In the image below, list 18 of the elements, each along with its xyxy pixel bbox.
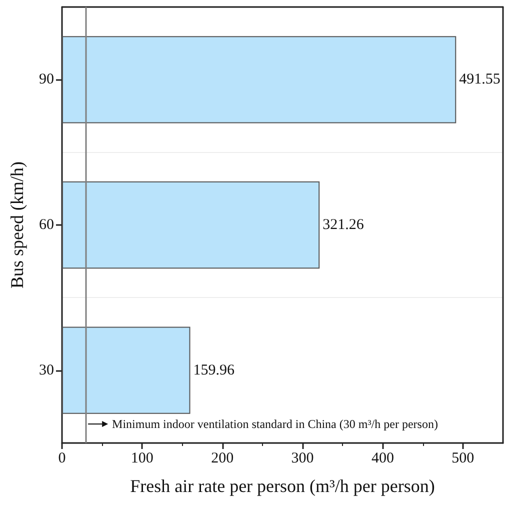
x-tick-label: 200 [211, 450, 234, 466]
x-tick-label: 300 [291, 450, 314, 466]
bar [62, 36, 456, 124]
data-label: 321.26 [322, 217, 364, 233]
y-axis-title: Bus speed (km/h) [7, 162, 27, 288]
x-tick-label: 400 [371, 450, 394, 466]
ref-line-label: Minimum indoor ventilation standard in China (30 m³/h per person) [112, 417, 438, 431]
x-axis-title: Fresh air rate per person (m³/h per person) [130, 476, 435, 496]
x-tick-label: 0 [58, 450, 66, 466]
y-tick-label: 90 [39, 72, 54, 88]
bar [62, 181, 320, 269]
data-label: 491.55 [459, 72, 500, 88]
y-tick-label: 60 [39, 217, 54, 233]
x-tick-label: 100 [130, 450, 154, 466]
x-tick-label: 500 [452, 450, 474, 466]
data-label: 159.96 [193, 362, 236, 378]
bar [62, 326, 190, 414]
y-tick-label: 30 [39, 362, 54, 378]
